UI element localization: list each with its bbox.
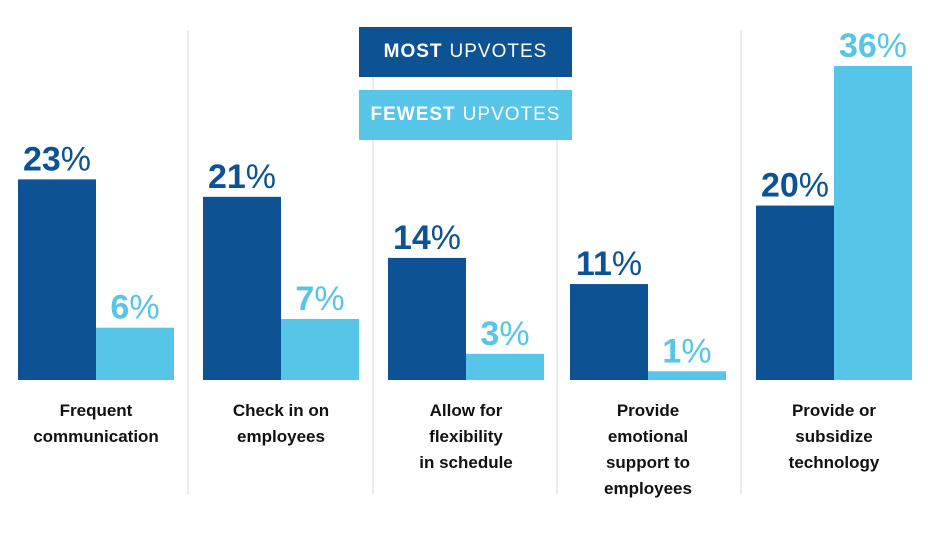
category-label-4: Provide or subsidize technology (789, 401, 880, 472)
legend-most-upvotes: MOST UPVOTES (359, 27, 572, 77)
legend-most-strong: MOST (383, 41, 443, 62)
data-label-fewest-2: 3% (480, 315, 529, 353)
data-label-fewest-4: 36% (839, 27, 907, 65)
legend-most-rest: UPVOTES (449, 41, 548, 62)
data-label-most-4: 20% (761, 167, 829, 205)
bar-most-2 (388, 257, 466, 380)
legend-fewest-strong: FEWEST (370, 104, 456, 125)
data-label-most-3: 11% (576, 245, 642, 283)
data-label-most-1: 21% (208, 158, 276, 196)
bar-most-3 (570, 284, 648, 380)
category-label-2: Allow for flexibility in schedule (419, 401, 513, 472)
data-label-fewest-1: 7% (295, 280, 344, 318)
data-label-fewest-0: 6% (110, 289, 159, 327)
bar-most-0 (18, 179, 96, 380)
data-label-most-2: 14% (393, 219, 461, 257)
bar-fewest-0 (96, 327, 174, 380)
category-label-0: Frequent communication (33, 401, 159, 446)
bar-fewest-2 (466, 353, 544, 380)
bar-most-1 (203, 196, 281, 380)
data-label-most-0: 23% (23, 140, 91, 178)
bar-most-4 (756, 205, 834, 380)
category-label-3: Provide emotional support to employees (604, 401, 692, 498)
category-label-1: Check in on employees (233, 401, 329, 446)
data-label-fewest-3: 1% (662, 332, 711, 370)
legend-fewest-rest: UPVOTES (462, 104, 561, 125)
legend-fewest-upvotes: FEWEST UPVOTES (359, 90, 572, 140)
bar-fewest-4 (834, 66, 912, 380)
bar-fewest-1 (281, 318, 359, 380)
bar-fewest-3 (648, 371, 726, 380)
